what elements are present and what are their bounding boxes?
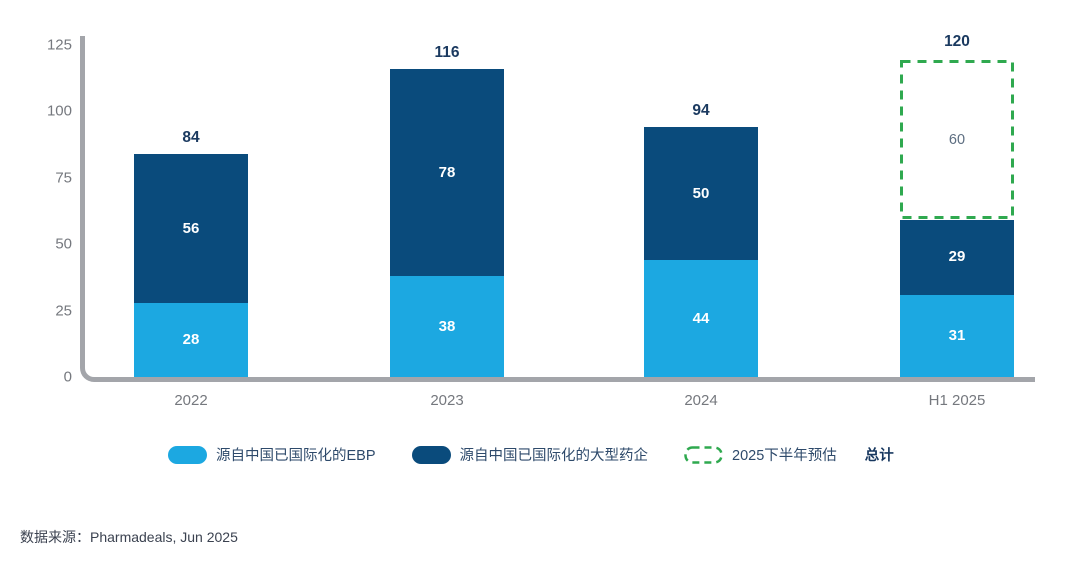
y-axis-tick-label: 50	[55, 235, 72, 253]
x-axis-category-label: 2023	[430, 392, 464, 409]
legend-item-forecast: 2025下半年预估	[684, 444, 837, 465]
bar-segment: 44	[644, 260, 758, 377]
bar-total-label: 120	[944, 33, 970, 51]
legend-label-ebp: 源自中国已国际化的EBP	[216, 448, 376, 464]
bar-segment-value: 44	[692, 310, 710, 328]
bar-segment-value: 31	[948, 327, 966, 345]
bar-segment-value: 50	[692, 185, 710, 203]
legend-label-forecast: 2025下半年预估	[732, 448, 837, 464]
bar-segment-value: 56	[182, 219, 200, 237]
bar-segment: 31	[900, 294, 1014, 377]
y-axis-tick-label: 25	[55, 302, 72, 320]
legend-item-ebp: 源自中国已国际化的EBP	[168, 444, 376, 465]
legend-total-label: 总计	[864, 448, 894, 464]
y-axis-tick-label: 125	[46, 36, 72, 54]
bar-segment-value: 29	[948, 247, 966, 265]
bar-segment: 56	[134, 153, 248, 303]
legend-swatch-pharma	[411, 445, 451, 464]
x-axis-category-label: 2022	[174, 392, 208, 409]
bar-total-label: 94	[692, 102, 710, 120]
bar-total-label: 116	[434, 43, 460, 61]
bar-total-label: 84	[182, 128, 200, 146]
forecast-dashed-box: 60	[900, 60, 1014, 220]
forecast-value: 60	[948, 131, 966, 148]
chart-legend: 源自中国已国际化的EBP 源自中国已国际化的大型药企 2025下半年预估 总计	[168, 444, 894, 465]
bar-segment-value: 28	[182, 331, 200, 349]
bar-segment: 50	[644, 127, 758, 261]
y-axis-tick-label: 100	[46, 102, 72, 120]
bar-segment: 28	[134, 302, 248, 377]
legend-item-pharma: 源自中国已国际化的大型药企	[411, 444, 649, 465]
legend-swatch-forecast-dashed	[684, 445, 723, 464]
bar-segment: 38	[390, 276, 504, 377]
source-note: 数据来源：Pharmadeals, Jun 2025	[20, 529, 238, 545]
x-axis-category-label: 2024	[684, 392, 718, 409]
bar-segment-value: 78	[438, 164, 456, 181]
bar-segment-value: 38	[438, 318, 456, 336]
y-axis-tick-label: 75	[55, 169, 72, 187]
bar-segment: 78	[390, 68, 504, 277]
bar-segment: 29	[900, 217, 1014, 295]
legend-swatch-ebp	[168, 445, 207, 464]
y-axis-tick-label: 0	[63, 368, 72, 386]
x-axis-category-label: H1 2025	[928, 392, 986, 409]
legend-label-pharma: 源自中国已国际化的大型药企	[459, 448, 649, 464]
plot-area: 0 25 50 75 100 125 28 56 84 2022 38 78 116 2023 44 50 94…	[47, 33, 1035, 409]
